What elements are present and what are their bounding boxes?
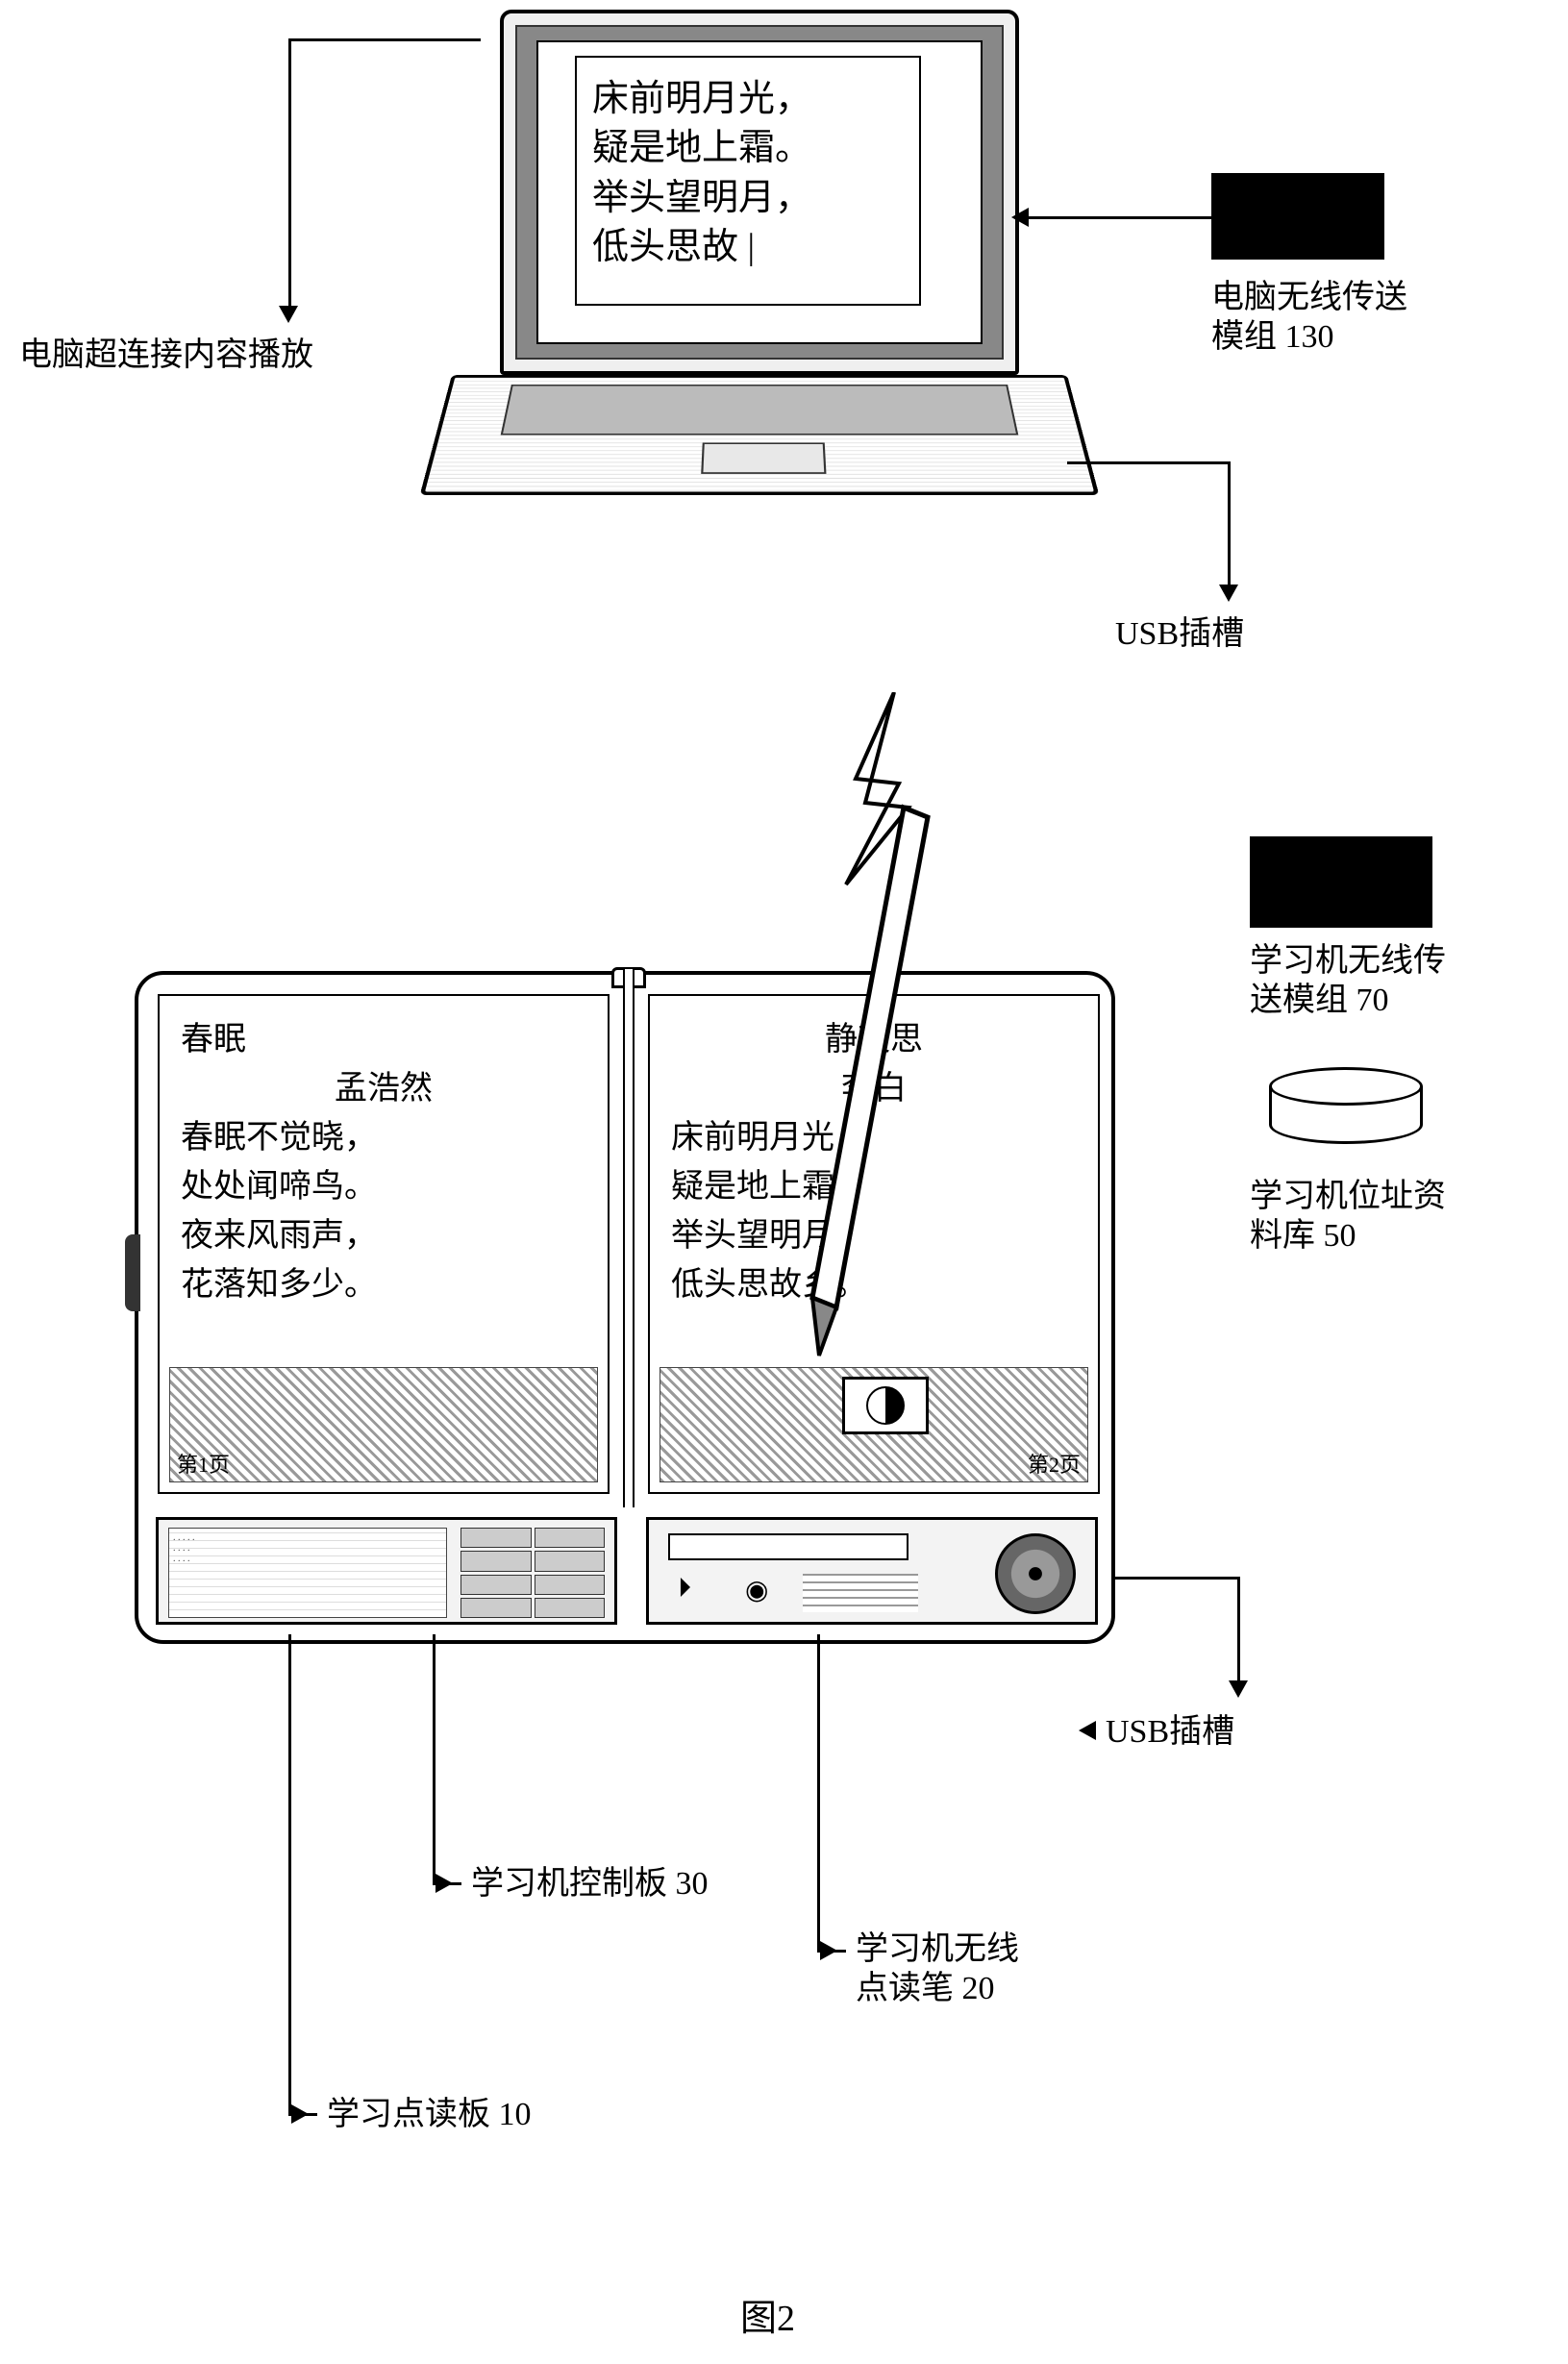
connector	[1237, 1577, 1240, 1682]
arrow-head-icon	[1079, 1721, 1096, 1740]
laptop-base	[420, 375, 1100, 495]
arrow-head-icon	[279, 306, 298, 323]
label-ctrl-board: 学习机控制板 30	[471, 1865, 709, 1904]
label-usb-slot-top: USB插槽	[1115, 615, 1244, 655]
laptop-screen: 床前明月光， 疑是地上霜。 举头望明月， 低头思故 |	[500, 10, 1019, 375]
poem-line: 花落知多少。	[181, 1260, 586, 1309]
pc-wireless-module-box	[1211, 173, 1384, 260]
poem-line: 床前明月光，	[671, 1113, 1077, 1162]
device-spine	[623, 969, 635, 1507]
target-circle-icon	[866, 1386, 905, 1425]
label-wireless-pen: 学习机无线 点读笔 20	[856, 1930, 1019, 2009]
poem-author: 孟浩然	[181, 1064, 586, 1113]
connector	[433, 1634, 436, 1884]
connector	[1067, 461, 1231, 464]
connector	[1228, 461, 1231, 586]
laptop-poem-line: 低头思故 |	[592, 223, 904, 272]
dpad-dial	[995, 1533, 1076, 1614]
page-number: 第1页	[177, 1448, 230, 1479]
learning-device: 春眠 孟浩然 春眠不觉晓， 处处闻啼鸟。 夜来风雨声， 花落知多少。 第1页 静…	[135, 971, 1115, 1644]
laptop-poem-line: 举头望明月，	[592, 174, 904, 223]
connector	[1029, 216, 1211, 219]
poem-title: 静夜思	[671, 1015, 1077, 1064]
poem-line: 处处闻啼鸟。	[181, 1162, 586, 1211]
label-usb-slot-bottom: USB插槽	[1106, 1713, 1234, 1753]
arrow-head-icon	[1229, 1680, 1248, 1698]
poem-line: 低头思故乡。	[671, 1260, 1077, 1309]
connector	[817, 1950, 846, 1953]
connector	[1115, 1577, 1240, 1580]
lm-addr-db-cylinder	[1269, 1067, 1423, 1163]
poem-line: 春眠不觉晓，	[181, 1113, 586, 1162]
poem-line: 举头望明月，	[671, 1211, 1077, 1260]
play-icon: ⏵	[678, 1574, 691, 1605]
connector	[433, 1882, 461, 1885]
device-outer: 春眠 孟浩然 春眠不觉晓， 处处闻啼鸟。 夜来风雨声， 花落知多少。 第1页 静…	[135, 971, 1115, 1644]
right-page: 静夜思 李白 床前明月光， 疑是地上霜。 举头望明月， 低头思故乡。 第2页	[648, 994, 1100, 1494]
poem-line: 夜来风雨声，	[181, 1211, 586, 1260]
label-lm-wireless: 学习机无线传 送模组 70	[1250, 942, 1446, 1021]
label-pc-wireless: 电脑无线传送 模组 130	[1211, 279, 1407, 358]
label-reading-board: 学习点读板 10	[327, 2096, 532, 2135]
poem-author: 李白	[671, 1064, 1077, 1113]
poem-title: 春眠	[181, 1015, 586, 1064]
wave-icon	[803, 1574, 918, 1612]
connector	[817, 1634, 820, 1952]
connector	[288, 38, 481, 41]
connector	[288, 2113, 317, 2116]
ctrl-board-right: ⏵ ◉	[646, 1517, 1098, 1625]
side-latch	[125, 1234, 140, 1311]
ctrl-slot	[668, 1533, 908, 1560]
control-bar: . . . . .. . . .. . . . ⏵ ◉	[156, 1513, 1094, 1629]
laptop-screen-inner: 床前明月光， 疑是地上霜。 举头望明月， 低头思故 |	[515, 25, 1004, 360]
left-page: 春眠 孟浩然 春眠不觉晓， 处处闻啼鸟。 夜来风雨声， 花落知多少。 第1页	[158, 994, 610, 1494]
laptop-poem-line: 床前明月光，	[592, 75, 904, 124]
label-lm-db: 学习机位址资 料库 50	[1250, 1178, 1446, 1257]
laptop-poem-box: 床前明月光， 疑是地上霜。 举头望明月， 低头思故 |	[575, 56, 921, 306]
laptop-trackpad	[701, 442, 826, 474]
laptop-keyboard	[501, 385, 1019, 435]
arrow-head-icon	[1219, 585, 1238, 602]
page-number: 第2页	[1028, 1448, 1081, 1479]
label-laptop-play: 电脑超连接内容播放	[19, 336, 313, 376]
laptop-poem-line: 疑是地上霜。	[592, 124, 904, 173]
laptop: 床前明月光， 疑是地上霜。 举头望明月， 低头思故 |	[452, 10, 1067, 529]
ctrl-board-left: . . . . .. . . .. . . .	[156, 1517, 617, 1625]
poem-line: 疑是地上霜。	[671, 1162, 1077, 1211]
stylus-target-box	[842, 1377, 929, 1434]
figure-caption: 图2	[740, 2288, 795, 2341]
connector	[288, 38, 291, 308]
ctrl-buttons-grid	[460, 1528, 605, 1618]
connector	[288, 1634, 291, 2115]
arrow-head-icon	[1011, 208, 1029, 227]
lm-wireless-module-box	[1250, 836, 1432, 928]
ctrl-mini-screen: . . . . .. . . .. . . .	[168, 1528, 447, 1618]
circle-icon: ◉	[745, 1574, 768, 1606]
page-illustration	[169, 1367, 598, 1482]
